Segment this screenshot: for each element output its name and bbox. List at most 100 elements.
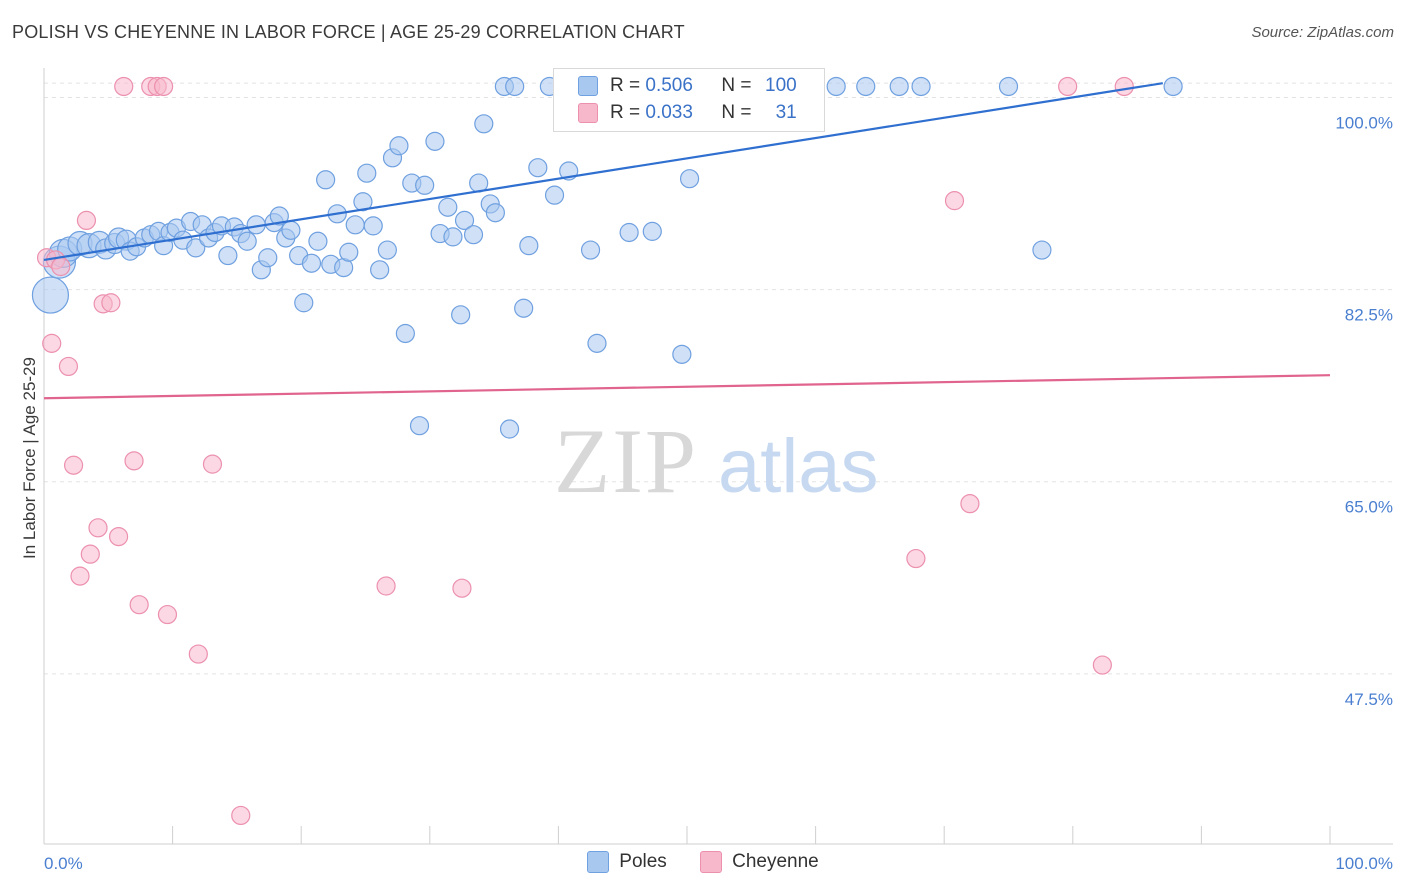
cheyenne-point-24 xyxy=(452,578,472,598)
poles-point-34 xyxy=(269,206,289,226)
series-legend-cheyenne: Cheyenne xyxy=(700,851,819,873)
poles-point-68 xyxy=(485,203,505,223)
poles-point-95 xyxy=(889,76,909,97)
poles-point-41 xyxy=(316,170,336,190)
poles-point-84 xyxy=(642,221,662,241)
y-tick-labels: 47.5% 65.0% 82.5% 100.0% xyxy=(1335,113,1393,708)
legend-r-value: 0.033 xyxy=(645,102,693,123)
poles-point-47 xyxy=(353,192,373,212)
poles-point-36 xyxy=(281,220,301,240)
poles-point-53 xyxy=(389,136,409,156)
poles-point-29 xyxy=(237,231,257,251)
watermark-atlas: atlas xyxy=(718,424,879,509)
cheyenne-point-1 xyxy=(42,333,62,353)
series-legend-poles: Poles xyxy=(587,851,667,873)
cheyenne-point-4 xyxy=(58,356,79,377)
legend-row-poles: R = 0.506 N = 100 xyxy=(578,75,797,101)
poles-point-86 xyxy=(672,344,692,364)
cheyenne-point-20 xyxy=(188,644,208,664)
y-axis-label: In Labor Force | Age 25-29 xyxy=(20,357,39,559)
poles-point-97 xyxy=(998,76,1019,97)
cheyenne-point-25 xyxy=(906,548,926,569)
poles-point-40 xyxy=(308,231,328,251)
x-tick-label-max: 100.0% xyxy=(1335,854,1393,873)
poles-point-70 xyxy=(499,419,520,439)
x-tick-label-min: 0.0% xyxy=(44,854,83,873)
cheyenne-point-26 xyxy=(944,191,965,211)
cheyenne-point-9 xyxy=(88,518,108,538)
cheyenne-point-7 xyxy=(76,210,97,231)
poles-point-99 xyxy=(1163,76,1183,97)
cheyenne-point-11 xyxy=(101,293,121,313)
legend-r-label: R = xyxy=(610,102,646,123)
cheyenne-point-21 xyxy=(202,454,223,474)
poles-point-56 xyxy=(409,416,430,436)
poles-point-71 xyxy=(505,76,525,97)
cheyenne-point-14 xyxy=(124,451,144,471)
poles-point-63 xyxy=(454,210,475,231)
y-tick-label-0: 47.5% xyxy=(1345,690,1393,709)
cheyenne-point-15 xyxy=(129,595,149,615)
poles-point-61 xyxy=(443,227,463,247)
poles-point-96 xyxy=(911,76,931,97)
cheyenne-point-23 xyxy=(376,576,396,596)
cheyenne-point-29 xyxy=(1092,655,1112,675)
poles-point-57 xyxy=(415,175,435,195)
cheyenne-point-13 xyxy=(114,76,134,97)
legend-row-cheyenne: R = 0.033 N = 31 xyxy=(578,102,797,128)
series-swatch-cheyenne xyxy=(700,851,723,873)
cheyenne-point-19 xyxy=(157,604,178,625)
y-tick-label-2: 82.5% xyxy=(1345,306,1393,325)
poles-point-45 xyxy=(339,242,359,262)
cheyenne-point-5 xyxy=(63,455,84,475)
poles-point-21 xyxy=(186,238,206,258)
chart-title: POLISH VS CHEYENNE IN LABOR FORCE | AGE … xyxy=(12,22,685,42)
poles-point-73 xyxy=(519,236,539,256)
poles-point-93 xyxy=(826,76,846,97)
source-label: Source: ZipAtlas.com xyxy=(1251,24,1394,41)
cheyenne-point-3 xyxy=(51,256,71,277)
trend-lines xyxy=(43,82,1331,400)
poles-point-60 xyxy=(438,197,458,217)
watermark: ZIP atlas xyxy=(554,410,879,512)
cheyenne-point-8 xyxy=(80,544,100,564)
poles-point-76 xyxy=(544,185,565,205)
poles-point-62 xyxy=(451,305,471,325)
poles-point-26 xyxy=(218,245,238,266)
cheyenne-point-28 xyxy=(1058,76,1078,97)
cheyenne-point-12 xyxy=(108,526,129,547)
watermark-zip: ZIP xyxy=(554,410,698,512)
poles-point-66 xyxy=(474,114,494,134)
y-tick-label-3: 100.0% xyxy=(1335,113,1393,132)
poles-point-38 xyxy=(294,293,314,313)
poles-point-79 xyxy=(580,240,601,260)
poles-point-46 xyxy=(345,215,365,235)
legend-n-label: N = xyxy=(721,102,757,123)
legend-swatch-cheyenne xyxy=(578,102,598,123)
cheyenne-point-6 xyxy=(70,566,90,586)
poles-point-94 xyxy=(856,76,876,97)
poles-point-39 xyxy=(301,253,322,273)
poles-point-80 xyxy=(587,333,607,353)
cheyenne-point-22 xyxy=(231,805,251,826)
legend-r-label: R = xyxy=(610,75,646,96)
legend-n-label: N = xyxy=(721,75,757,96)
legend-swatch-poles xyxy=(578,75,598,96)
series-label-poles: Poles xyxy=(619,851,667,873)
stats-legend: R = 0.506 N = 100 R = 0.033 N = 31 xyxy=(553,68,825,132)
poles-point-87 xyxy=(679,169,700,189)
poles-point-82 xyxy=(619,222,639,243)
poles-point-51 xyxy=(377,240,397,260)
cheyenne-point-18 xyxy=(153,76,174,97)
poles-point-49 xyxy=(363,216,383,236)
legend-n-value: 31 xyxy=(775,102,797,123)
poles-point-48 xyxy=(357,163,377,183)
poles-point-50 xyxy=(370,260,390,280)
poles-point-54 xyxy=(395,323,415,344)
poles-point-58 xyxy=(425,131,445,151)
scatter-points xyxy=(31,76,1183,826)
legend-n-value: 100 xyxy=(765,75,797,96)
poles-point-0 xyxy=(31,276,70,314)
poles-point-98 xyxy=(1032,240,1052,260)
